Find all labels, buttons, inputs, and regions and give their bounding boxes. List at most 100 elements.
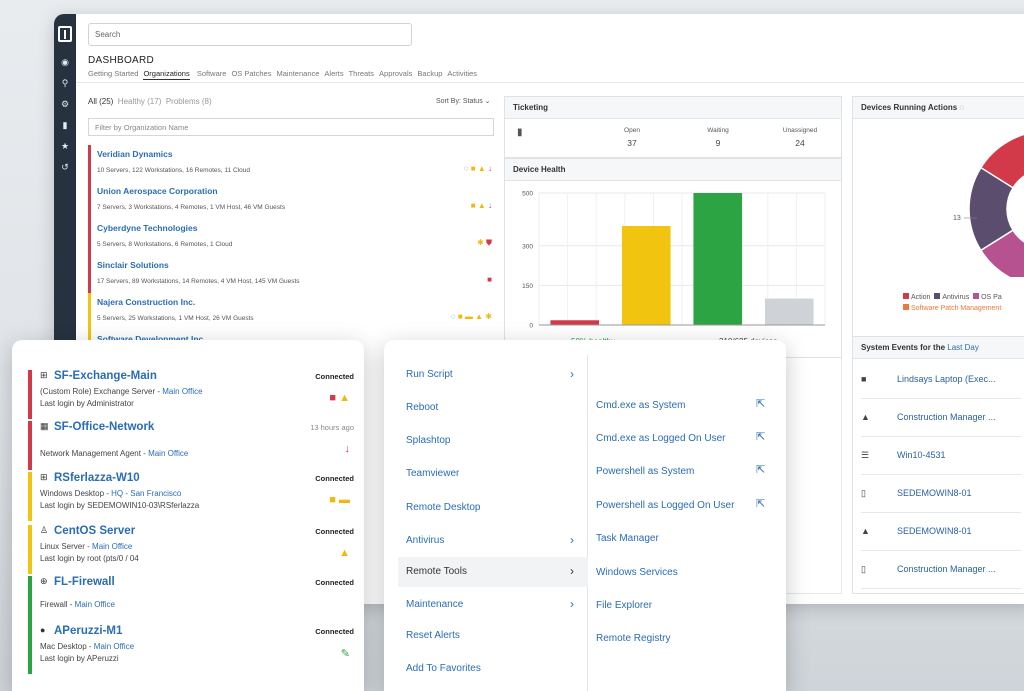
ticket-unassigned[interactable]: Unassigned 24 [775, 127, 825, 148]
tab-software[interactable]: Software [196, 69, 227, 78]
submenu-cmd-system[interactable]: Cmd.exe as System [596, 400, 686, 411]
legend-item: Software Patch Management [911, 305, 1002, 312]
device-name[interactable]: APeruzzi-M1 [54, 625, 123, 637]
list-item[interactable]: Veridian Dynamics 10 Servers, 122 Workst… [88, 145, 494, 182]
org-filter-input[interactable]: Filter by Organization Name [88, 118, 494, 136]
list-item[interactable]: ▲ SEDEMOWIN8-01 [861, 513, 1021, 551]
health-bar[interactable] [621, 226, 671, 325]
tab-organizations[interactable]: Organizations [143, 69, 190, 80]
org-status-icons: ◌ ■ ▬ ▲ ✱ [451, 312, 492, 321]
filter-all[interactable]: All (25) [88, 97, 114, 106]
sort-by-control[interactable]: Sort By: Status ⌄ [436, 97, 491, 105]
health-bar[interactable] [550, 320, 600, 325]
submenu-powershell-system[interactable]: Powershell as System [596, 466, 695, 477]
device-location-link[interactable]: Main Office [74, 600, 115, 609]
star-icon[interactable]: ★ [60, 141, 70, 151]
external-link-icon[interactable]: ⇱ [756, 498, 766, 510]
ticket-open[interactable]: Open 37 [607, 127, 657, 148]
menu-add-to-favorites[interactable]: Add To Favorites [406, 663, 481, 674]
tab-alerts[interactable]: Alerts [324, 69, 344, 78]
chevron-right-icon: › [570, 564, 574, 578]
device-location-link[interactable]: Main Office [92, 542, 133, 551]
tab-approvals[interactable]: Approvals [379, 69, 413, 78]
list-item[interactable]: Union Aerospace Corporation 7 Servers, 3… [88, 182, 494, 219]
menu-teamviewer[interactable]: Teamviewer [406, 468, 460, 479]
list-item[interactable]: ▲ Construction Manager ... [861, 399, 1021, 437]
device-row[interactable]: ⊞ SF-Exchange-Main (Custom Role) Exchang… [28, 370, 354, 419]
history-icon[interactable]: ↺ [61, 162, 69, 172]
list-item[interactable]: ▯ Construction Manager ... [861, 551, 1021, 589]
menu-remote-desktop[interactable]: Remote Desktop [406, 502, 481, 513]
menu-run-script[interactable]: Run Script › [406, 367, 574, 381]
device-name[interactable]: SF-Exchange-Main [54, 370, 157, 382]
donut-slice[interactable] [979, 229, 1024, 277]
external-link-icon[interactable]: ⇱ [756, 464, 766, 476]
device-name[interactable]: SF-Office-Network [54, 421, 155, 433]
submenu-windows-services[interactable]: Windows Services [596, 567, 678, 578]
search-icon[interactable]: ⚲ [61, 78, 69, 88]
org-name[interactable]: Najera Construction Inc. [97, 297, 196, 307]
dashboard-icon[interactable]: ◉ [61, 57, 69, 67]
menu-maintenance[interactable]: Maintenance › [406, 597, 574, 611]
tab-os-patches[interactable]: OS Patches [231, 69, 272, 78]
list-item[interactable]: ■ Lindsays Laptop (Exec... [861, 361, 1021, 399]
device-row[interactable]: ⊞ RSferlazza-W10 Windows Desktop - HQ - … [28, 472, 354, 521]
event-device-name[interactable]: Win10-4531 [897, 450, 946, 460]
org-name[interactable]: Cyberdyne Technologies [97, 223, 198, 233]
device-name[interactable]: CentOS Server [54, 525, 136, 537]
app-logo[interactable] [58, 26, 72, 42]
org-name[interactable]: Sinclair Solutions [97, 260, 169, 270]
menu-remote-tools[interactable]: Remote Tools › [406, 564, 574, 578]
device-name[interactable]: RSferlazza-W10 [54, 472, 140, 484]
health-bar[interactable] [693, 193, 743, 325]
menu-reset-alerts[interactable]: Reset Alerts [406, 630, 460, 641]
system-events-period[interactable]: Last Day [947, 343, 979, 352]
sort-by-value: Status [462, 98, 483, 105]
device-name[interactable]: FL-Firewall [54, 576, 115, 588]
external-link-icon[interactable]: ⇱ [756, 431, 766, 443]
submenu-powershell-user[interactable]: Powershell as Logged On User [596, 500, 735, 511]
external-link-icon[interactable]: ⇱ [756, 398, 766, 410]
tab-threats[interactable]: Threats [348, 69, 375, 78]
org-name[interactable]: Software Development Inc [97, 334, 204, 344]
tab-maintenance[interactable]: Maintenance [276, 69, 320, 78]
ticket-waiting[interactable]: Waiting 9 [693, 127, 743, 148]
menu-antivirus[interactable]: Antivirus › [406, 533, 574, 547]
health-bar[interactable] [764, 298, 814, 325]
device-location-link[interactable]: HQ - San Francisco [111, 489, 182, 498]
menu-reboot[interactable]: Reboot [406, 402, 439, 413]
menu-splashtop[interactable]: Splashtop [406, 435, 451, 446]
search-input[interactable]: Search [88, 23, 412, 46]
tab-activities[interactable]: Activities [447, 69, 478, 78]
device-row[interactable]: ▦ SF-Office-Network Network Management A… [28, 421, 354, 470]
device-location-link[interactable]: Main Office [162, 387, 203, 396]
submenu-task-manager[interactable]: Task Manager [596, 533, 659, 544]
list-item[interactable]: Sinclair Solutions 17 Servers, 89 Workst… [88, 256, 494, 293]
tab-backup[interactable]: Backup [417, 69, 443, 78]
donut-slice[interactable] [968, 166, 1015, 252]
filter-healthy[interactable]: Healthy (17) [117, 97, 162, 106]
submenu-cmd-user[interactable]: Cmd.exe as Logged On User [596, 433, 726, 444]
device-location-link[interactable]: Main Office [93, 642, 135, 651]
list-item[interactable]: Cyberdyne Technologies 5 Servers, 8 Work… [88, 219, 494, 256]
device-location-link[interactable]: Main Office [148, 449, 189, 458]
document-icon[interactable]: ▮ [62, 120, 68, 130]
event-device-name[interactable]: SEDEMOWIN8-01 [897, 526, 972, 536]
event-device-name[interactable]: Construction Manager ... [897, 564, 996, 574]
submenu-file-explorer[interactable]: File Explorer [596, 600, 653, 611]
event-device-name[interactable]: SEDEMOWIN8-01 [897, 488, 972, 498]
event-device-name[interactable]: Lindsays Laptop (Exec... [897, 374, 996, 384]
submenu-remote-registry[interactable]: Remote Registry [596, 633, 671, 644]
gear-icon[interactable]: ⚙ [60, 99, 70, 109]
org-name[interactable]: Veridian Dynamics [97, 149, 173, 159]
list-item[interactable]: ▯ SEDEMOWIN8-01 [861, 475, 1021, 513]
device-row[interactable]: ⊕ FL-Firewall Firewall - Main Office Con… [28, 576, 354, 625]
list-item[interactable]: Najera Construction Inc. 5 Servers, 25 W… [88, 293, 494, 330]
filter-problems[interactable]: Problems (8) [165, 97, 212, 106]
event-device-name[interactable]: Construction Manager ... [897, 412, 996, 422]
tab-getting-started[interactable]: Getting Started [88, 69, 139, 78]
device-row[interactable]: ♙ CentOS Server Linux Server - Main Offi… [28, 525, 354, 574]
org-name[interactable]: Union Aerospace Corporation [97, 186, 218, 196]
list-item[interactable]: ☰ Win10-4531 [861, 437, 1021, 475]
device-row[interactable]: ● APeruzzi-M1 Mac Desktop - Main Office … [28, 625, 354, 674]
